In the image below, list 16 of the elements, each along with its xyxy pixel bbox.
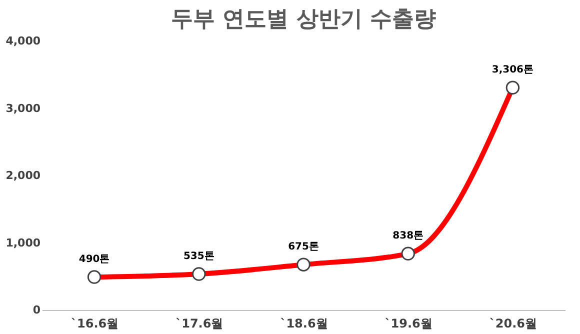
chart-title: 두부 연도별 상반기 수출량	[171, 7, 436, 32]
y-tick-label: 4,000	[6, 34, 41, 48]
x-tick-label: `16.6월	[70, 316, 119, 330]
x-tick-label: `18.6월	[280, 316, 328, 330]
x-tick-label: `17.6월	[176, 316, 224, 330]
y-tick-label: 3,000	[6, 102, 41, 115]
data-label: 675톤	[288, 242, 319, 253]
x-tick-label: `19.6월	[384, 316, 432, 330]
y-tick-label: 0	[32, 304, 41, 316]
y-tick-label: 2,000	[6, 169, 41, 182]
data-label: 535톤	[183, 251, 214, 262]
data-label: 3,306톤	[492, 64, 534, 76]
data-label: 490톤	[78, 254, 110, 266]
data-label: 838톤	[392, 230, 424, 242]
x-tick-label: `20.6월	[489, 316, 538, 330]
y-tick-label: 1,000	[6, 236, 41, 250]
